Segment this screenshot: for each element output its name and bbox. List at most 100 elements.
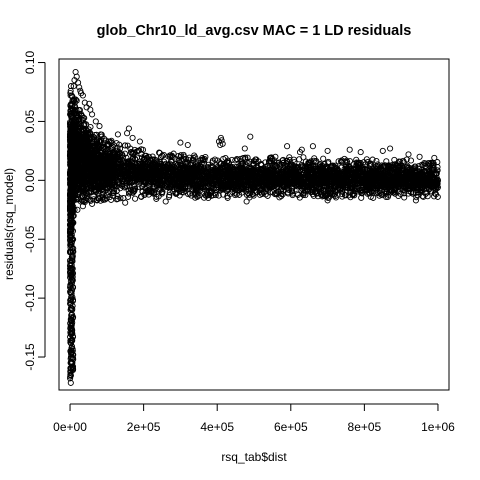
data-point — [428, 166, 435, 173]
data-point — [306, 162, 313, 169]
data-point — [246, 194, 253, 201]
data-point — [76, 106, 83, 114]
data-point — [277, 162, 284, 169]
data-point — [412, 189, 419, 196]
data-point — [392, 190, 399, 197]
data-point — [75, 117, 82, 124]
data-point — [346, 158, 354, 165]
data-point — [290, 156, 297, 163]
data-point — [358, 190, 366, 197]
data-point — [213, 182, 220, 189]
data-point — [127, 166, 134, 173]
data-point — [348, 168, 355, 175]
data-point — [431, 172, 438, 179]
data-point — [424, 189, 431, 196]
data-point — [179, 177, 186, 184]
data-point — [280, 159, 287, 166]
data-point — [309, 181, 316, 188]
data-point — [132, 195, 139, 202]
data-point — [165, 161, 172, 168]
data-point — [369, 156, 376, 163]
data-point — [335, 177, 343, 184]
data-point — [434, 193, 441, 200]
data-point — [113, 155, 120, 162]
data-point — [345, 184, 352, 191]
data-point — [135, 147, 142, 155]
data-point — [289, 168, 296, 175]
data-point — [267, 157, 274, 165]
data-point — [290, 162, 298, 169]
data-point — [122, 159, 130, 166]
data-point — [193, 167, 200, 174]
data-point — [75, 118, 83, 125]
data-point — [93, 131, 100, 138]
data-point — [88, 162, 95, 170]
data-point — [415, 163, 422, 170]
data-point — [211, 156, 218, 163]
data-point — [198, 166, 205, 173]
data-point — [197, 156, 204, 164]
data-point — [86, 130, 93, 137]
data-point — [303, 170, 310, 177]
data-point — [113, 196, 120, 203]
data-point — [253, 174, 260, 181]
data-point — [141, 191, 148, 199]
data-point — [160, 161, 167, 168]
data-point — [203, 192, 210, 199]
data-point — [272, 153, 279, 160]
data-point — [431, 193, 438, 200]
data-point — [190, 154, 197, 161]
data-point — [264, 192, 271, 199]
data-point — [326, 168, 334, 176]
data-point — [204, 176, 211, 183]
data-point — [217, 160, 224, 167]
data-point — [394, 181, 402, 188]
data-point — [367, 193, 374, 200]
data-point — [240, 154, 247, 162]
data-point — [135, 183, 142, 191]
data-point — [198, 160, 205, 167]
data-point — [317, 189, 324, 196]
data-point — [94, 150, 101, 157]
data-point — [177, 154, 184, 161]
data-point — [401, 190, 408, 197]
data-point — [126, 179, 134, 186]
data-point — [214, 157, 221, 164]
data-point — [93, 166, 100, 173]
data-point — [306, 159, 313, 166]
data-point — [92, 158, 99, 166]
data-point — [111, 150, 118, 157]
data-point — [234, 156, 241, 163]
data-point — [395, 158, 402, 165]
data-point — [273, 183, 280, 190]
data-point — [269, 189, 276, 196]
data-point — [167, 152, 174, 159]
data-point — [76, 127, 83, 134]
data-point — [373, 171, 380, 178]
data-point — [235, 181, 242, 188]
data-point — [351, 192, 358, 199]
data-point — [131, 187, 138, 194]
data-point — [182, 183, 189, 190]
data-point — [188, 192, 195, 199]
points-layer — [66, 68, 441, 386]
data-point — [140, 156, 147, 163]
data-point — [161, 182, 168, 189]
data-point — [110, 189, 117, 196]
data-point — [82, 196, 89, 204]
data-point — [106, 194, 113, 201]
data-point — [99, 187, 107, 194]
data-point — [74, 170, 81, 177]
data-point — [85, 189, 93, 196]
data-point — [383, 190, 390, 197]
data-point — [374, 161, 381, 168]
data-point — [288, 185, 295, 192]
data-point — [300, 190, 307, 197]
data-point — [154, 180, 161, 187]
data-point — [165, 193, 173, 200]
data-point — [266, 159, 273, 166]
data-point — [112, 173, 119, 180]
data-point — [103, 142, 110, 149]
data-point — [93, 140, 100, 147]
data-point — [130, 188, 137, 195]
